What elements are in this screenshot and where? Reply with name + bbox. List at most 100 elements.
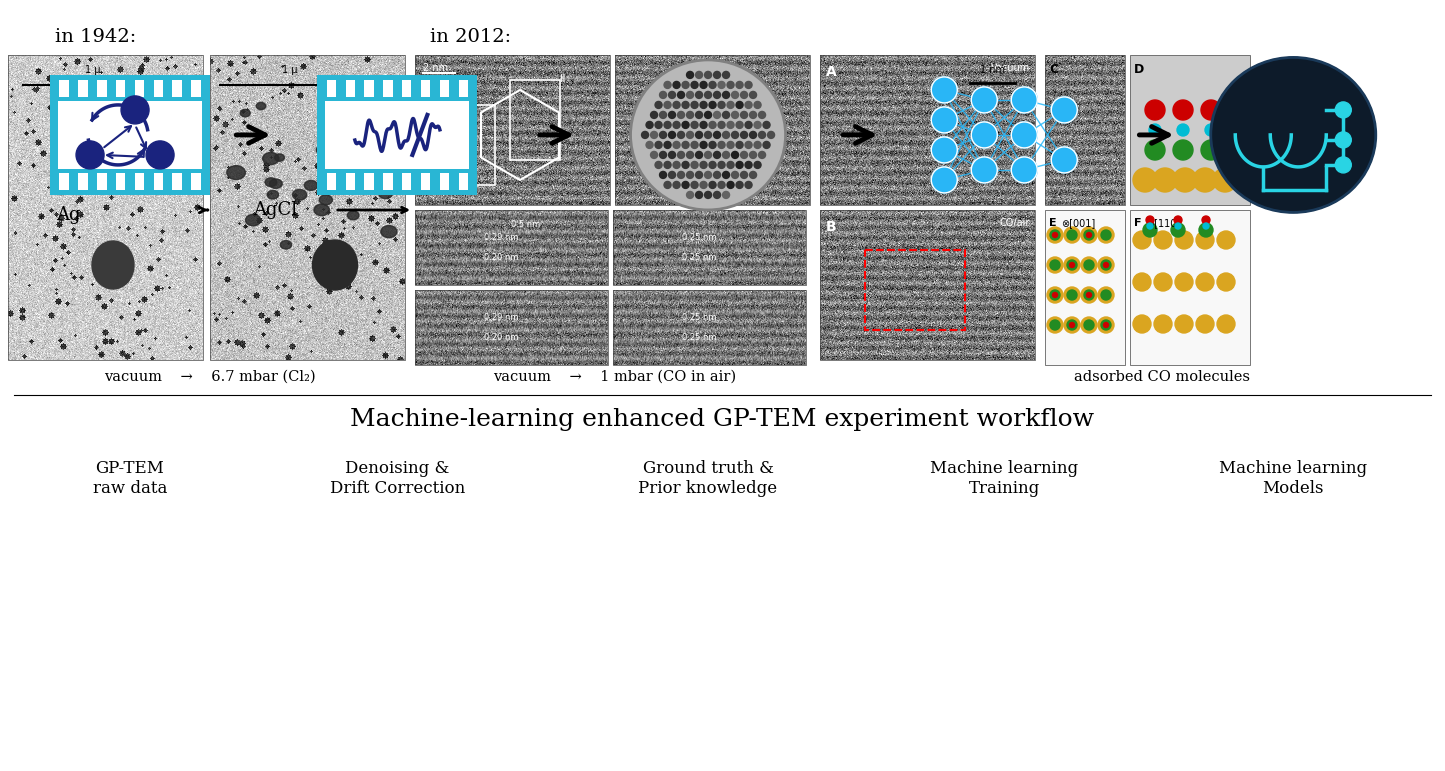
Circle shape [705, 92, 711, 99]
Ellipse shape [312, 240, 357, 290]
Circle shape [1011, 122, 1038, 148]
Circle shape [673, 121, 681, 129]
Circle shape [686, 131, 694, 139]
Circle shape [1048, 227, 1064, 243]
Circle shape [665, 102, 670, 109]
Bar [819, 55, 1035, 205]
Circle shape [1133, 231, 1152, 249]
Circle shape [1194, 168, 1217, 192]
Bar [59, 80, 69, 97]
Text: in 1942:: in 1942: [55, 28, 136, 46]
Circle shape [750, 131, 757, 139]
Circle shape [1051, 260, 1061, 270]
Circle shape [1147, 223, 1153, 229]
Circle shape [722, 191, 730, 198]
Text: vacuum    →    6.7 mbar (Cl₂): vacuum → 6.7 mbar (Cl₂) [104, 370, 316, 384]
Bar [9, 55, 202, 360]
Circle shape [1087, 292, 1091, 298]
Circle shape [718, 141, 725, 149]
Text: GP-TEM
raw data: GP-TEM raw data [92, 460, 168, 497]
Circle shape [1066, 260, 1077, 270]
Circle shape [1064, 257, 1079, 273]
Bar [78, 173, 88, 190]
Circle shape [1084, 290, 1094, 300]
Circle shape [736, 102, 743, 109]
Circle shape [695, 131, 702, 139]
Bar [345, 80, 355, 97]
Circle shape [736, 161, 743, 168]
Circle shape [705, 191, 711, 198]
Circle shape [705, 112, 711, 119]
Circle shape [731, 92, 738, 99]
Circle shape [695, 72, 702, 79]
Bar [613, 290, 806, 365]
Circle shape [750, 92, 757, 99]
Ellipse shape [322, 241, 332, 247]
Circle shape [722, 92, 730, 99]
Bar [383, 173, 393, 190]
Ellipse shape [264, 178, 277, 187]
Bar [134, 173, 144, 190]
Ellipse shape [246, 214, 260, 226]
Circle shape [727, 161, 734, 168]
Circle shape [1178, 124, 1189, 136]
Text: Au: Au [1230, 175, 1246, 185]
Circle shape [727, 181, 734, 188]
Circle shape [1335, 157, 1351, 173]
Circle shape [722, 131, 730, 139]
Ellipse shape [379, 188, 393, 199]
Circle shape [659, 131, 666, 139]
Ellipse shape [305, 180, 318, 190]
Circle shape [1335, 102, 1351, 118]
Circle shape [1212, 168, 1237, 192]
Circle shape [1048, 287, 1064, 303]
Circle shape [759, 112, 766, 119]
Circle shape [1081, 257, 1097, 273]
Text: AgCl: AgCl [253, 201, 298, 219]
Circle shape [665, 141, 670, 149]
Ellipse shape [316, 143, 334, 157]
Circle shape [1084, 260, 1094, 270]
Circle shape [1101, 230, 1111, 240]
Circle shape [731, 151, 738, 158]
Circle shape [1144, 140, 1165, 160]
Circle shape [665, 161, 670, 168]
Circle shape [650, 112, 657, 119]
Circle shape [691, 181, 698, 188]
Ellipse shape [270, 179, 282, 188]
Circle shape [682, 161, 689, 168]
Circle shape [740, 131, 747, 139]
Circle shape [750, 171, 757, 178]
Circle shape [669, 171, 676, 178]
Polygon shape [662, 78, 757, 188]
Circle shape [740, 92, 747, 99]
Circle shape [1217, 231, 1235, 249]
Circle shape [682, 181, 689, 188]
Text: 0.5 nm: 0.5 nm [512, 220, 540, 229]
Text: 0.29 nm: 0.29 nm [484, 233, 519, 241]
Circle shape [709, 141, 717, 149]
Circle shape [1064, 317, 1079, 333]
Circle shape [646, 141, 653, 149]
Bar [616, 55, 811, 205]
Circle shape [659, 112, 666, 119]
Circle shape [1149, 124, 1160, 136]
Text: 0.25 nm: 0.25 nm [682, 252, 717, 261]
Bar [210, 55, 405, 360]
Text: 1 µ: 1 µ [282, 65, 298, 75]
Text: 0.25 nm: 0.25 nm [682, 233, 717, 241]
Circle shape [1051, 320, 1061, 330]
Circle shape [1146, 216, 1155, 224]
Circle shape [714, 72, 721, 79]
Circle shape [650, 151, 657, 158]
Circle shape [718, 82, 725, 89]
Circle shape [1173, 140, 1194, 160]
Circle shape [754, 141, 762, 149]
Circle shape [77, 141, 104, 169]
Bar [364, 173, 374, 190]
Bar [819, 210, 1035, 360]
Circle shape [1081, 287, 1097, 303]
Circle shape [1143, 223, 1157, 237]
Text: Machine learning
Training: Machine learning Training [931, 460, 1078, 497]
Bar [402, 173, 412, 190]
